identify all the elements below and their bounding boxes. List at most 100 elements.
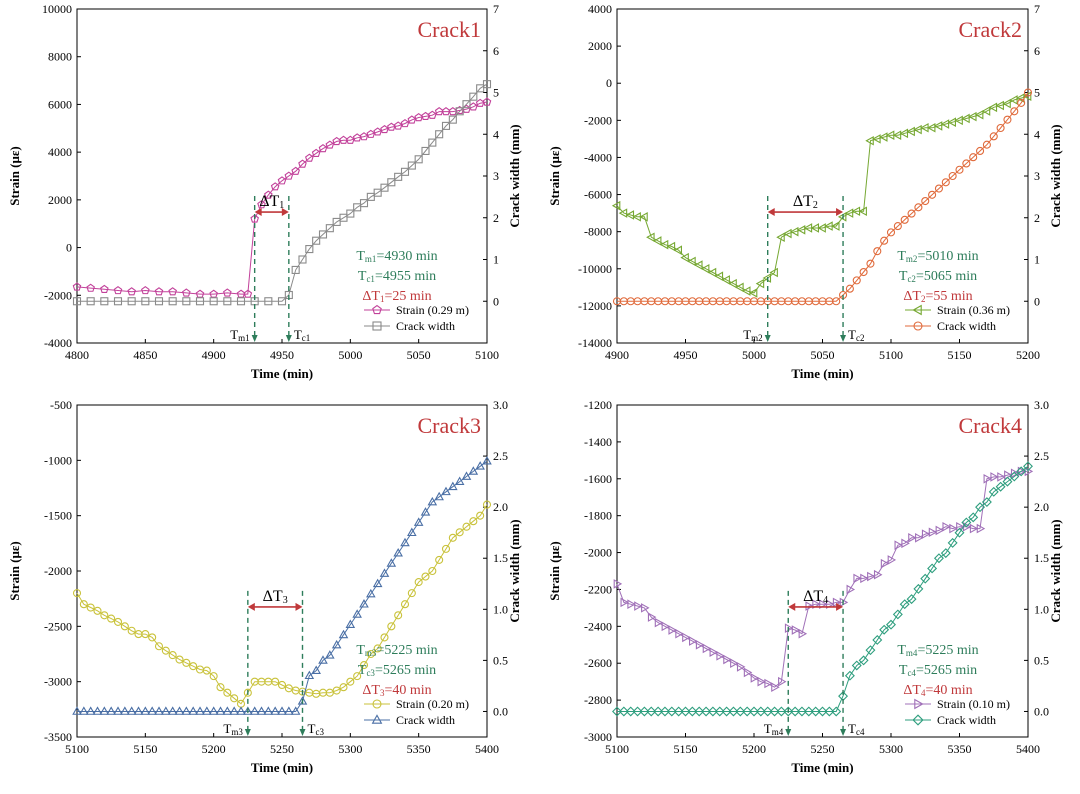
data-point [393,547,403,557]
data-point [441,486,451,496]
data-point [940,119,950,129]
data-point [284,171,294,180]
data-point [189,662,198,671]
delta-t-arrowhead-right [836,208,844,217]
data-point [742,706,753,717]
data-point [202,706,212,715]
data-point [803,706,814,717]
data-point [476,84,485,93]
data-point [298,159,307,168]
data-point [659,239,669,250]
data-point [853,573,862,584]
data-point [769,267,778,278]
data-point [215,706,226,715]
legend-entry: Strain (0.29 m) [364,303,469,317]
y-tick-label: 8000 [48,50,72,64]
data-point [380,124,389,134]
data-point [270,706,280,715]
delta-t-label: ΔT1 [259,193,284,211]
y2-tick-label: 1.0 [1034,602,1049,616]
series-crack-width [72,456,492,715]
data-point [100,611,109,620]
data-point [462,522,471,531]
y2-tick-label: 2 [493,211,499,225]
data-point [961,113,970,124]
data-point [249,706,260,715]
data-point [133,706,144,715]
data-point [400,600,410,609]
data-point [933,121,943,131]
data-point [860,573,869,584]
y2-tick-label: 0.5 [493,653,508,667]
data-point [325,140,335,149]
x-tick-label: 4900 [202,348,226,362]
data-point [673,245,683,256]
y2-tick-label: 6 [493,44,499,58]
y-axis-label: Strain (με) [547,146,562,206]
data-point [653,706,664,717]
y2-tick-label: 1.0 [493,602,508,616]
series-line [616,470,1028,688]
data-point [393,121,403,130]
data-point [981,106,991,116]
data-point [791,625,801,635]
data-point [927,563,938,574]
data-point [908,533,917,543]
y2-tick-label: 3 [1034,169,1040,183]
tc-arrowhead [840,729,847,736]
data-point [305,245,314,254]
y2-axis-label: Crack width (mm) [507,519,522,622]
data-point [168,297,177,306]
data-point [955,165,964,174]
data-point [1016,466,1027,477]
data-point [476,511,485,520]
data-point [359,661,369,670]
tc-label: Tc4 [848,721,865,737]
data-point [1009,471,1020,482]
x-tick-label: 5350 [948,742,972,756]
data-point [750,673,760,683]
y2-tick-label: 0.0 [1034,704,1049,718]
data-point [736,662,746,672]
data-point [961,517,972,528]
data-point [339,213,348,222]
data-point [954,527,965,538]
data-point [1002,476,1013,487]
legend-entry: Crack width [905,713,996,727]
y-tick-label: -10000 [578,262,612,276]
annotation-delta-t: ΔT1=25 min [362,289,431,304]
data-point [421,146,430,155]
data-point [666,706,677,717]
data-point [126,706,137,715]
y2-tick-label: 2.0 [493,500,508,514]
data-point [613,579,623,589]
tm-label: Tm4 [764,721,784,737]
data-point [913,124,922,135]
data-point [223,297,232,306]
data-point [755,278,765,289]
data-point [892,609,903,620]
data-point [757,676,766,687]
data-point [264,190,273,199]
x-tick-label: 5100 [65,742,89,756]
annotation-tc: Tc3=5265 min [358,663,436,678]
x-tick-label: 4900 [605,348,629,362]
data-point [742,286,751,296]
data-point [359,132,369,141]
tm-label: Tm1 [230,327,249,343]
x-tick-label: 5400 [475,742,499,756]
data-point [988,486,999,497]
data-point [86,283,95,292]
data-point [817,223,826,233]
data-point [1004,470,1013,480]
data-point [400,537,410,547]
data-point [764,678,773,689]
data-point [620,597,629,608]
y2-tick-label: 3.0 [1034,398,1049,412]
data-point [414,155,423,164]
legend-label: Crack width [937,713,996,727]
annotation-delta-t: ΔT4=40 min [903,683,972,698]
tc-arrowhead [299,729,306,736]
data-point [935,525,945,536]
data-point [730,658,739,669]
